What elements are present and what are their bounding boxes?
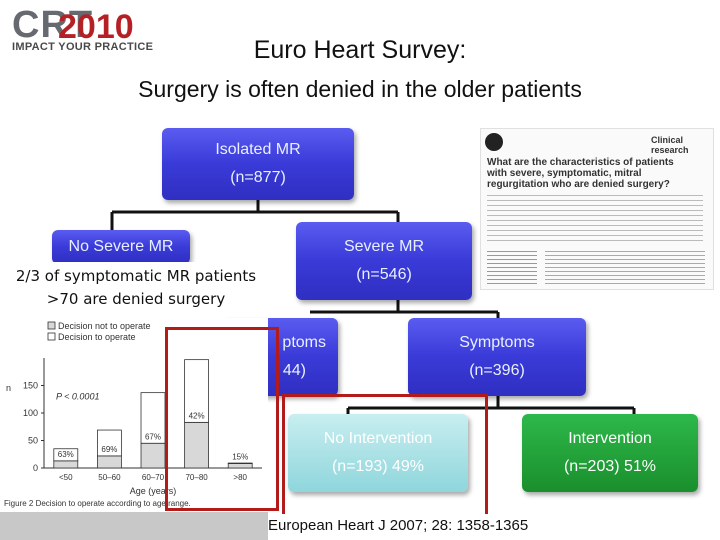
chart-x-tick-label: <50 <box>59 473 73 482</box>
chart-bar-not-operate <box>140 442 166 469</box>
chart-y-tick-label: 50 <box>28 436 38 446</box>
legend-swatch-operate <box>47 332 56 341</box>
paper-title: What are the characteristics of patients… <box>487 157 674 190</box>
node-label: Severe MR <box>343 238 425 255</box>
node-label: No Intervention <box>323 430 433 447</box>
logo-year: 2010 <box>58 8 134 46</box>
chart-y-tick-label: 0 <box>33 463 38 473</box>
legend-swatch-not-operate <box>47 321 56 330</box>
chart-pvalue: P < 0.0001 <box>56 391 99 401</box>
age-chart-svg: 0 50 100 150 n 63% <50 69% 50–60 67% 60–70 42% 70–80… <box>4 321 262 508</box>
slide-title: Euro Heart Survey: <box>253 36 467 64</box>
age-chart: 0 50 100 150 n 63% <50 69% 50–60 67% 60–70 42% 70–80… <box>0 318 268 510</box>
chart-data-label: 42% <box>189 411 205 420</box>
logo-crt: CRT <box>12 4 94 46</box>
chart-bar-not-operate <box>97 455 122 469</box>
chart-bar-operate <box>53 448 79 462</box>
node-count: (n=193) 49% <box>331 458 425 475</box>
chart-data-label: 63% <box>58 450 74 459</box>
paper-abstract <box>545 251 705 285</box>
node-severe-mr: Severe MR (n=546) <box>296 222 472 300</box>
node-symptoms: Symptoms (n=396) <box>408 318 586 396</box>
node-label: Intervention <box>568 430 652 447</box>
node-count: 44) <box>282 362 306 379</box>
slide-subtitle: Surgery is often denied in the older pat… <box>138 76 582 102</box>
chart-x-tick-label: 60–70 <box>142 473 165 482</box>
journal-logo-icon <box>485 133 503 151</box>
logo-tagline: IMPACT YOUR PRACTICE <box>12 41 154 53</box>
node-label: Isolated MR <box>215 141 301 158</box>
chart-data-label: 69% <box>101 445 117 454</box>
node-no-intervention: No Intervention (n=193) 49% <box>288 414 468 492</box>
chart-x-tick-label: 70–80 <box>185 473 208 482</box>
chart-n-label: n <box>6 383 11 393</box>
paper-keywords <box>487 251 537 285</box>
node-count: (n=546) <box>356 266 412 283</box>
node-count: (n=396) <box>469 362 525 379</box>
highlight-frame-no-intervention <box>282 394 488 518</box>
callout-note: 2/3 of symptomatic MR patients >70 are d… <box>0 262 272 315</box>
chart-bar-operate <box>184 359 209 423</box>
node-no-severe-mr: No Severe MR <box>52 230 190 264</box>
node-isolated-mr: Isolated MR (n=877) <box>162 128 354 200</box>
legend-label-not-operate: Decision not to operate <box>58 321 151 331</box>
note-line-2: >70 are denied surgery <box>46 290 226 308</box>
chart-x-tick-label: >80 <box>233 473 247 482</box>
citation: European Heart J 2007; 28: 1358-1365 <box>268 514 548 540</box>
note-line-1: 2/3 of symptomatic MR patients <box>15 267 257 285</box>
chart-data-label: 15% <box>232 453 248 462</box>
chart-y-tick-label: 100 <box>23 408 38 418</box>
chart-x-label: Age (years) <box>130 486 177 496</box>
legend-label-operate: Decision to operate <box>58 332 136 342</box>
paper-text-lines <box>487 195 703 245</box>
chart-bar-operate <box>227 462 253 465</box>
chart-bar-operate <box>97 429 122 457</box>
node-intervention: Intervention (n=203) 51% <box>522 414 698 492</box>
chart-caption: Figure 2 Decision to operate according t… <box>4 499 191 508</box>
paper-journal: Clinical research <box>651 135 689 155</box>
chart-bar-operate <box>140 392 166 444</box>
node-count: (n=203) 51% <box>563 458 657 475</box>
paper-thumbnail: Clinical research What are the character… <box>480 128 714 290</box>
node-label: ptoms <box>282 334 326 351</box>
highlight-frame-chart <box>165 327 279 511</box>
chart-x-tick-label: 50–60 <box>98 473 121 482</box>
footer-bar <box>0 512 268 540</box>
chart-y-tick-label: 150 <box>23 381 38 391</box>
chart-data-label: 67% <box>145 432 161 441</box>
node-label: No Severe MR <box>68 238 174 255</box>
node-label: Symptoms <box>459 334 535 351</box>
node-count: (n=877) <box>230 169 286 186</box>
chart-bar-not-operate <box>53 460 79 469</box>
